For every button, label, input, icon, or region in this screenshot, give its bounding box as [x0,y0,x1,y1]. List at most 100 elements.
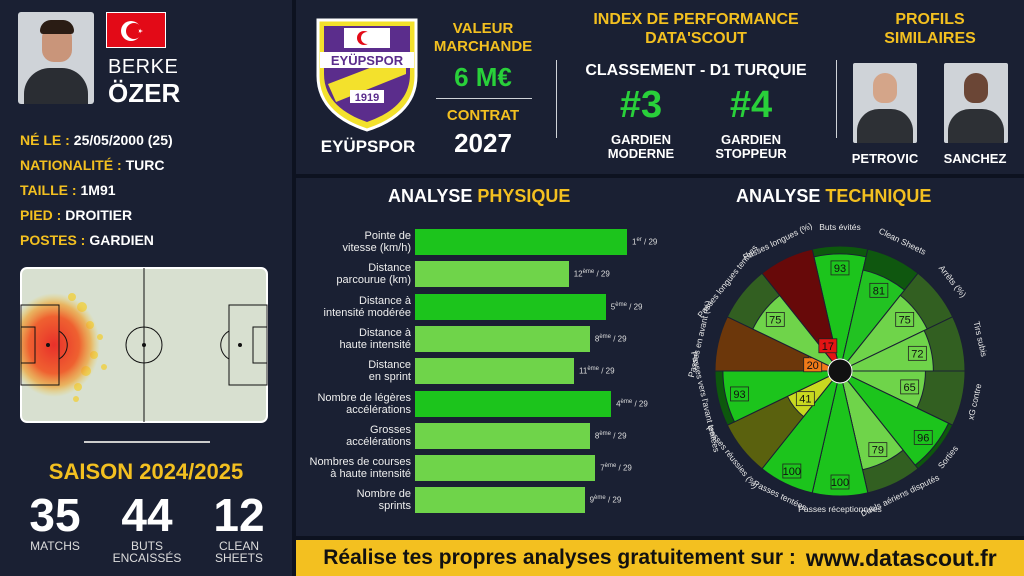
radar-value-badge [730,386,749,402]
rank-stopper-label: GARDIEN STOPPEUR [715,132,787,161]
radar-value-badge [895,312,915,327]
separator-2 [836,60,837,138]
season-title: SAISON 2024/2025 [48,459,244,484]
radar-value: 81 [873,285,885,297]
similar-player-name-2[interactable]: SANCHEZ [943,151,1007,166]
radar-value: 79 [872,445,884,457]
banner-link[interactable]: www.datascout.fr [805,544,997,571]
radar-center [827,358,853,384]
physique-bar [415,325,590,352]
info-birth: NÉ LE :25/05/2000 (25) [20,132,173,148]
bar-rank: 8ème / 29 [594,430,627,441]
bar-rank: 7ème / 29 [600,463,632,473]
bar-rank: 5ème / 29 [610,301,643,312]
radar-value: 41 [799,394,811,406]
bar-rank: 4ème / 29 [616,398,648,409]
club-crest-logo: EYÜPSPOR 1919 [316,18,418,132]
info-position: POSTES : GARDIEN [20,232,154,248]
physique-bar [415,261,569,288]
radar-label: Passes réceptionnées [798,504,882,514]
bar-rank: 12ème / 29 [573,269,610,279]
physique-bar [415,455,596,482]
bar-label: Distance à intensité modérée [323,294,411,319]
physique-bar [415,390,612,417]
bar-label: Nombres de courses à haute intensité [309,456,412,481]
radar-value: 93 [733,389,745,401]
radar-value-badge [765,312,785,327]
similar-player-photo[interactable] [853,63,917,143]
radar-value: 75 [769,314,781,326]
bar-label: Distance parcourue (km) [336,262,411,287]
radar-value: 100 [783,466,801,478]
radar-value-badge [913,429,933,445]
radar-value: 75 [899,314,911,326]
similar-player-name-1[interactable]: PETROVIC [851,151,919,166]
radar-value-badge [868,442,888,458]
heatmap-pitch [20,267,268,423]
stat-matches: 35 MATCHS [29,489,81,553]
market-divider [436,98,532,99]
similar-title: PROFILS SIMILAIRES [884,11,976,47]
player-photo [18,12,94,104]
radar-value-badge [869,282,889,298]
stat-goals-conceded: 44 BUTS ENCAISSÉS [112,489,182,565]
market-value: 6 M€ [454,62,512,92]
player-panel: BERKE ÖZER NÉ LE :25/05/2000 (25) NATION… [0,0,292,576]
player-first-name: BERKE [108,56,179,78]
physique-bar [415,229,627,255]
radar-value-badge [830,474,850,490]
bar-label: Grosses accélérations [346,423,411,448]
svg-text:1919: 1919 [355,92,379,104]
rank-stopper-value: #4 [729,84,773,126]
radar-value: 96 [917,432,929,444]
contract-title: CONTRAT [446,107,520,124]
ranking-title: CLASSEMENT - D1 TURQUIE [585,62,807,79]
radar-value: 100 [831,477,849,489]
banner-text: Réalise tes propres analyses gratuitemen… [323,546,796,569]
radar-label: Buts évités [819,222,861,232]
separator-1 [556,60,557,138]
radar-value: 17 [822,341,834,353]
radar-label: xG contre [966,382,984,420]
radar-value-badge [795,391,815,407]
player-last-name: ÖZER [108,78,181,108]
physique-bar [415,293,606,320]
info-nationality: NATIONALITÉ : TURC [20,157,165,173]
radar-value: 93 [834,263,846,275]
radar-label: Arrêts (%) [937,263,969,299]
radar-value-badge [907,345,927,361]
radar-value-badge [782,463,802,479]
stat-clean-sheets: 12 CLEAN SHEETS [213,489,265,565]
bar-label: Distance en sprint [368,359,411,384]
rank-modern-value: #3 [619,84,663,126]
radar-value-badge [830,260,850,276]
rank-modern-label: GARDIEN MODERNE [607,132,675,161]
club-name: EYÜPSPOR [320,137,416,156]
physique-bar [415,422,590,449]
bar-label: Nombre de sprints [356,488,411,513]
info-foot: PIED : DROITIER [20,207,133,223]
turkey-flag-icon [106,12,166,48]
svg-text:EYÜPSPOR: EYÜPSPOR [331,53,404,68]
radar-label: Clean Sheets [877,226,927,257]
bar-rank: 11ème / 29 [579,366,615,376]
divider [84,441,210,443]
radar-value: 72 [911,348,923,360]
bar-label: Distance à haute intensité [339,326,411,351]
physique-bar [415,358,574,385]
radar-label: Tirs subis [972,320,990,357]
similar-player-photo[interactable] [944,63,1008,143]
market-value-title: VALEUR MARCHANDE [433,20,533,55]
technique-title: ANALYSE TECHNIQUE [736,186,932,206]
radar-value: 20 [807,360,819,372]
info-height: TAILLE :1M91 [20,182,116,198]
contract-value: 2027 [454,128,512,158]
physique-title: ANALYSE PHYSIQUE [388,186,571,206]
bar-rank: 8ème / 29 [594,333,627,344]
promo-banner[interactable]: Réalise tes propres analyses gratuitemen… [296,540,1024,576]
radar-value-badge [818,338,838,354]
technique-radar-chart: 93 Buts évités 81 Clean Sheets 75 Arrêts (%) 7… [686,220,990,518]
bar-rank: 1er / 29 [632,237,658,247]
index-title: INDEX DE PERFORMANCE DATA'SCOUT [593,11,799,47]
bar-label: Pointe de vitesse (km/h) [342,230,411,254]
